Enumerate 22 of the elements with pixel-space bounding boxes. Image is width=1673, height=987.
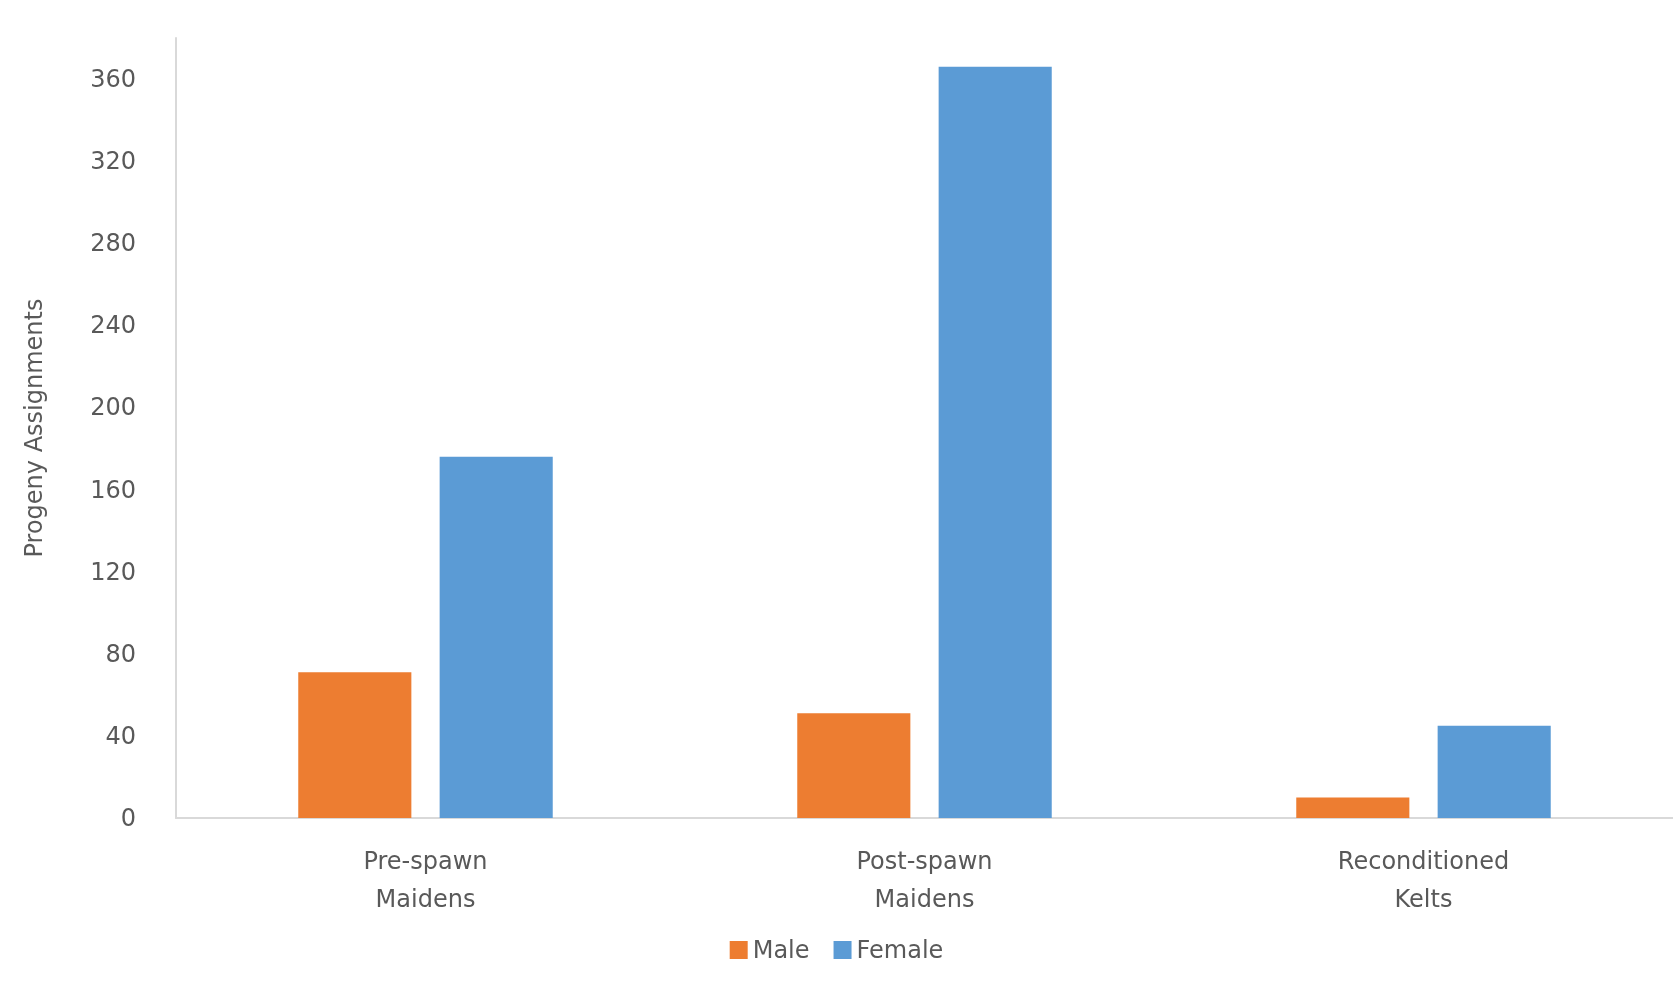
y-axis-title: Progeny Assignments bbox=[20, 298, 48, 558]
y-tick-label: 280 bbox=[90, 229, 136, 258]
bar bbox=[797, 713, 911, 818]
bar bbox=[1437, 725, 1551, 818]
bar bbox=[938, 66, 1052, 818]
x-tick-label: Post-spawn Maidens bbox=[856, 847, 993, 913]
y-tick-label: 360 bbox=[90, 65, 136, 94]
bar bbox=[1296, 797, 1410, 818]
y-tick-label: 240 bbox=[90, 311, 136, 340]
y-tick-label: 120 bbox=[90, 557, 136, 586]
legend-label: Male bbox=[752, 936, 810, 964]
y-tick-label: 320 bbox=[90, 147, 136, 176]
y-tick-label: 40 bbox=[105, 721, 136, 750]
x-tick-label: Pre-spawn Maidens bbox=[363, 847, 488, 913]
y-tick-label: 0 bbox=[120, 804, 136, 832]
bar bbox=[439, 456, 553, 818]
legend-label: Female bbox=[856, 936, 944, 964]
y-tick-label: 80 bbox=[105, 639, 136, 668]
y-tick-label: 200 bbox=[90, 393, 136, 422]
bar bbox=[298, 672, 412, 818]
y-tick-label: 160 bbox=[90, 475, 136, 504]
x-tick-label: Reconditioned Kelts bbox=[1337, 847, 1510, 913]
